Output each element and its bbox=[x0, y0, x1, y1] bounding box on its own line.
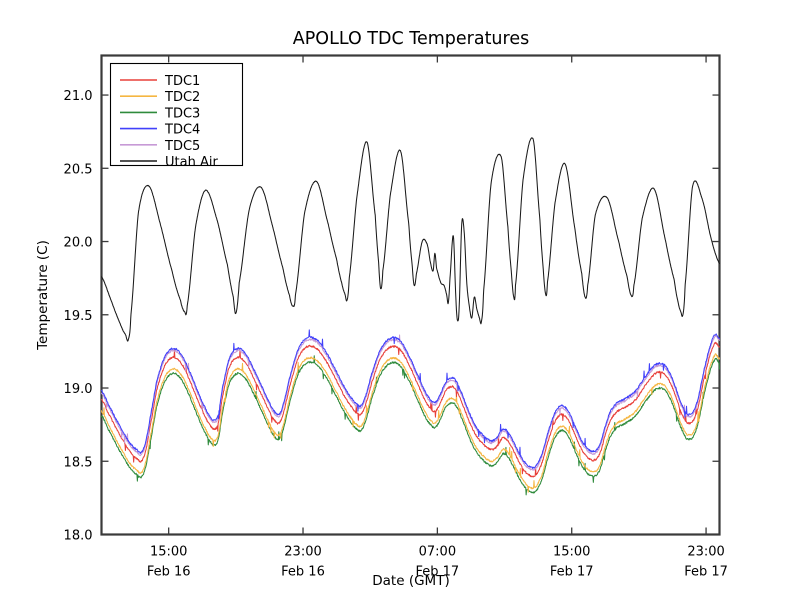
series-line-tdc1 bbox=[100, 341, 721, 478]
x-tick-label-time: 15:00 bbox=[553, 545, 590, 560]
x-axis-tick-labels: 15:00 Feb 16 23:00 Feb 16 07:00 Feb 17 15:00 Fe… bbox=[147, 545, 728, 580]
y-tick-label: 20.0 bbox=[64, 236, 93, 251]
x-axis-label: Date (GMT) bbox=[372, 573, 449, 589]
x-tick-label-time: 23:00 bbox=[284, 545, 321, 560]
legend-label-tdc1: TDC1 bbox=[164, 74, 200, 89]
y-tick-label: 19.0 bbox=[64, 382, 93, 397]
y-tick-label: 18.5 bbox=[64, 455, 93, 470]
x-tick-label-date: Feb 16 bbox=[281, 565, 325, 580]
y-axis-tick-labels: 18.0 18.5 19.0 19.5 20.0 20.5 21.0 bbox=[64, 89, 93, 543]
data-series-group bbox=[100, 137, 721, 496]
axis-tickmarks bbox=[101, 55, 720, 536]
x-tick-label-date: Feb 17 bbox=[550, 565, 594, 580]
legend-label-utah-air: Utah Air bbox=[165, 155, 218, 170]
series-line-tdc2 bbox=[100, 353, 721, 493]
x-tick-label-time: 07:00 bbox=[419, 545, 456, 560]
legend-label-tdc2: TDC2 bbox=[164, 90, 200, 105]
series-line-utah-air bbox=[100, 137, 721, 342]
x-tick-label-date: Feb 17 bbox=[416, 565, 460, 580]
y-tick-label: 21.0 bbox=[64, 89, 93, 104]
series-line-tdc3 bbox=[100, 355, 721, 496]
x-tick-label-date: Feb 16 bbox=[147, 565, 191, 580]
y-tick-label: 19.5 bbox=[64, 309, 93, 324]
series-line-tdc4 bbox=[100, 329, 721, 470]
y-axis-label: Temperature (C) bbox=[35, 240, 51, 351]
legend-label-tdc3: TDC3 bbox=[164, 106, 200, 121]
y-tick-label: 20.5 bbox=[64, 162, 93, 177]
legend-label-tdc4: TDC4 bbox=[164, 123, 200, 138]
x-tick-label-date: Feb 17 bbox=[684, 565, 728, 580]
x-tick-label-time: 15:00 bbox=[150, 545, 187, 560]
x-tick-label-time: 23:00 bbox=[687, 545, 724, 560]
chart-title: APOLLO TDC Temperatures bbox=[293, 29, 529, 49]
series-line-tdc5 bbox=[100, 334, 721, 471]
legend-label-tdc5: TDC5 bbox=[164, 139, 200, 154]
y-tick-label: 18.0 bbox=[64, 529, 93, 544]
plot-frame bbox=[100, 54, 721, 536]
